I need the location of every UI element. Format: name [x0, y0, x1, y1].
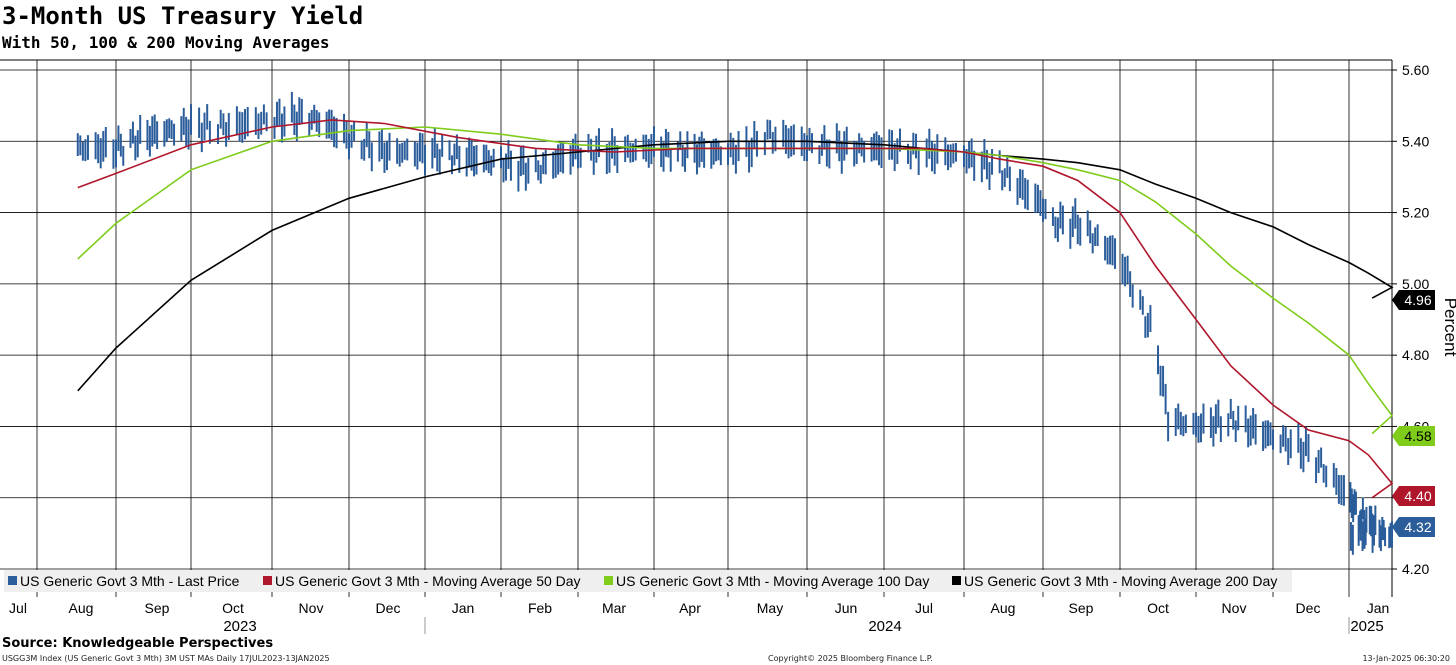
last-value-tag: 4.40 [1392, 486, 1435, 506]
x-year-label: 2023 [223, 618, 256, 635]
x-month-label: Nov [1222, 600, 1247, 616]
legend-label: US Generic Govt 3 Mth - Moving Average 2… [964, 573, 1277, 589]
x-month-label: Nov [299, 600, 324, 616]
x-month-label: Sep [145, 600, 170, 616]
chart-subtitle: With 50, 100 & 200 Moving Averages [2, 33, 330, 52]
legend-entry: US Generic Govt 3 Mth - Moving Average 1… [604, 573, 929, 589]
legend: US Generic Govt 3 Mth - Last Price US Gen… [4, 570, 1292, 592]
y-tick-label: 4.20 [1402, 561, 1429, 577]
legend-swatch [263, 576, 272, 585]
last-value-tag-bg [1392, 290, 1435, 310]
price-bars [76, 91, 1393, 555]
legend-entry: US Generic Govt 3 Mth - Moving Average 2… [952, 573, 1277, 589]
moving-average-lines [77, 119, 1394, 499]
footer-index-info: USGG3M Index (US Generic Govt 3 Mth) 3M … [2, 654, 330, 663]
x-month-label: Aug [69, 600, 94, 616]
last-value-tag: 4.32 [1392, 517, 1435, 537]
ma200-line [77, 140, 1394, 392]
last-value-tag-bg [1392, 517, 1435, 537]
last-value-tag: 4.58 [1392, 426, 1435, 446]
legend-label: US Generic Govt 3 Mth - Moving Average 5… [275, 573, 581, 589]
x-month-label: May [757, 600, 783, 616]
legend-entry: US Generic Govt 3 Mth - Last Price [8, 573, 240, 589]
source-note: Source: Knowledgeable Perspectives [2, 636, 274, 651]
ma100-line [77, 126, 1394, 435]
y-tick-label: 5.60 [1402, 62, 1429, 78]
legend-entry: US Generic Govt 3 Mth - Moving Average 5… [263, 573, 581, 589]
x-month-label: Dec [376, 600, 401, 616]
last-value-tag-text: 4.58 [1404, 428, 1431, 444]
chart-title: 3-Month US Treasury Yield [2, 2, 364, 30]
last-value-tag-bg [1392, 486, 1435, 506]
legend-swatch [8, 576, 17, 585]
x-month-label: Sep [1069, 600, 1094, 616]
y-tick-label: 5.40 [1402, 133, 1429, 149]
last-value-tag-text: 4.96 [1404, 292, 1431, 308]
x-month-label: Oct [1147, 600, 1169, 616]
x-month-label: Aug [991, 600, 1016, 616]
legend-swatch [952, 576, 961, 585]
x-year-label: 2025 [1350, 618, 1383, 635]
x-month-label: Oct [222, 600, 244, 616]
x-month-label: Jul [915, 600, 933, 616]
footer-timestamp: 13-Jan-2025 06:30:20 [1362, 654, 1450, 663]
x-month-label: Jan [1367, 600, 1390, 616]
legend-background [4, 570, 1292, 592]
legend-label: US Generic Govt 3 Mth - Moving Average 1… [616, 573, 929, 589]
ma50-line [77, 119, 1394, 499]
x-month-label: Apr [679, 600, 701, 616]
axes: 5.605.405.205.004.804.604.404.20JulAugSe… [9, 62, 1435, 635]
y-tick-label: 5.20 [1402, 205, 1429, 221]
last-value-tag-text: 4.40 [1404, 488, 1431, 504]
x-month-label: Mar [602, 600, 626, 616]
x-year-label: 2024 [868, 618, 901, 635]
y-tick-label: 4.80 [1402, 347, 1429, 363]
y-tick-label: 5.00 [1402, 276, 1429, 292]
x-month-label: Feb [528, 600, 552, 616]
x-month-label: Jan [452, 600, 475, 616]
x-month-label: Dec [1296, 600, 1321, 616]
last-value-tag-bg [1392, 426, 1435, 446]
legend-label: US Generic Govt 3 Mth - Last Price [20, 573, 240, 589]
last-value-tag-text: 4.32 [1404, 519, 1431, 535]
footer-copyright: Copyright© 2025 Bloomberg Finance L.P. [768, 654, 933, 663]
legend-swatch [604, 576, 613, 585]
x-month-label: Jun [835, 600, 858, 616]
x-month-label: Jul [9, 600, 27, 616]
last-value-tag: 4.96 [1392, 290, 1435, 310]
y-axis-label: Percent [1441, 298, 1456, 357]
